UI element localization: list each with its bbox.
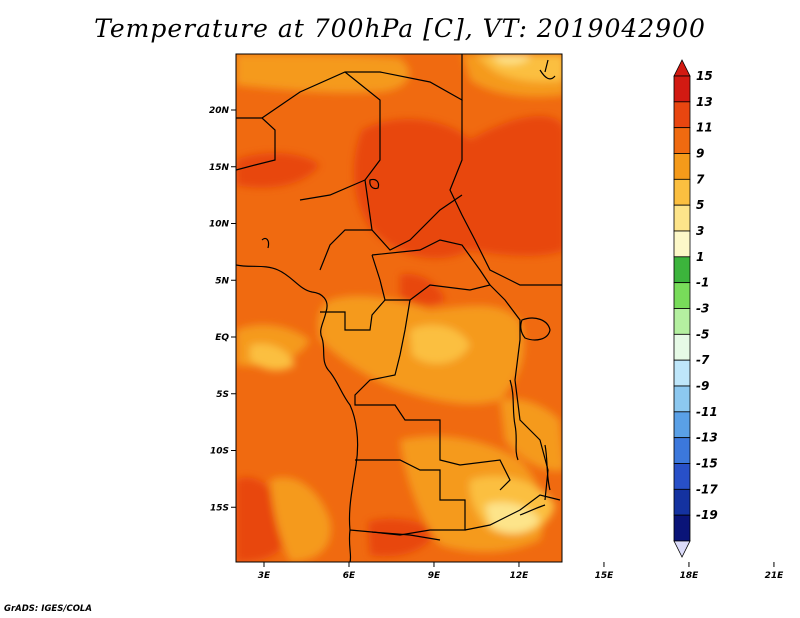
lake-chad [369, 178, 380, 190]
colorbar-label: 15 [696, 69, 713, 83]
colorbar-label: -19 [696, 508, 718, 522]
lon-tick-label: 15E [595, 571, 615, 581]
colorbar-label: -17 [696, 482, 718, 496]
border-car [371, 239, 491, 301]
field-cool-ocean [270, 477, 331, 562]
lon-tick-label: 21E [765, 571, 785, 581]
coastline-west-africa [236, 264, 359, 562]
colorbar-label: 7 [696, 172, 705, 186]
lat-tick-label: 20N [209, 106, 230, 116]
colorbar-label: 3 [696, 224, 704, 238]
map-title: Temperature at 700hPa [C], VT: 201904290… [94, 14, 706, 43]
colorbar-label: -11 [696, 405, 718, 419]
field-cooler-central [410, 325, 470, 364]
colorbar-segment [673, 256, 691, 284]
lon-tick-label: 3E [258, 571, 271, 581]
lat-tick-label: 5N [215, 276, 229, 286]
colorbar-label: -15 [696, 457, 718, 471]
colorbar-segment [673, 488, 691, 516]
lon-tick-label: 9E [428, 571, 441, 581]
colorbar-label: 13 [696, 95, 713, 109]
credit-label: GrADS: IGES/COLA [4, 604, 92, 614]
colorbar: 15 13 11 9 7 5 3 1 -1 -3 -5 -7 -9 -11 -13 -15 -17 -19 [673, 59, 718, 558]
latitude-axis: 20N 15N 10N 5N EQ 5S 10S 15S [209, 106, 236, 513]
colorbar-segment [673, 333, 691, 361]
lake-tanganyika [509, 379, 519, 461]
colorbar-label: -7 [696, 353, 710, 367]
field-warm-central [400, 274, 445, 306]
colorbar-segment [673, 385, 691, 413]
colorbar-segment [673, 514, 691, 542]
temperature-field [236, 54, 562, 562]
colorbar-segment [673, 230, 691, 258]
colorbar-segment [673, 127, 691, 154]
colorbar-label: -5 [696, 327, 709, 341]
colorbar-segment [673, 282, 691, 309]
lat-tick-label: 15S [210, 503, 229, 513]
colorbar-label: 11 [696, 121, 713, 135]
country-borders [236, 54, 562, 562]
colorbar-top-arrow [673, 59, 691, 77]
colorbar-segment [673, 308, 691, 335]
field-cooler-northeast [475, 54, 562, 82]
field-warm-north [236, 153, 320, 188]
red-sea-coast [539, 59, 556, 80]
border-namibia [349, 529, 441, 541]
colorbar-bottom-arrow [673, 540, 691, 558]
border-cameroon-gabon [320, 299, 386, 331]
colorbar-label: -9 [696, 379, 709, 393]
lake-kariba [519, 504, 546, 516]
colorbar-segment [673, 178, 691, 206]
field-coolest-southeast [485, 502, 540, 534]
colorbar-label: 9 [696, 147, 704, 161]
lat-tick-label: 10N [209, 220, 230, 230]
colorbar-label: -13 [696, 431, 718, 445]
field-coolest-northeast [490, 54, 530, 64]
lon-tick-label: 6E [343, 571, 356, 581]
border-nigeria [299, 179, 372, 271]
lake-volta [261, 237, 270, 249]
colorbar-segment [673, 359, 691, 387]
colorbar-label: 1 [696, 250, 704, 264]
border-chad-sudan [449, 100, 562, 286]
colorbar-segment [673, 204, 691, 232]
border-zambia-zimbabwe [464, 494, 561, 531]
lake-malawi [544, 444, 551, 491]
map-frame [235, 53, 563, 563]
colorbar-segment [673, 437, 691, 464]
lon-tick-label: 18E [680, 571, 700, 581]
lat-tick-label: 5S [216, 390, 229, 400]
lon-tick-label: 12E [510, 571, 530, 581]
field-cool-north-sahara [236, 54, 410, 93]
border-mali-niger [236, 117, 276, 171]
field-warm-south-center [368, 518, 435, 557]
colorbar-segment [673, 101, 691, 129]
colorbar-segment [673, 411, 691, 439]
longitude-axis: 3E6E9E12E15E18E21E24E27E30E33E [258, 562, 785, 581]
colorbar-segment [673, 153, 691, 180]
border-east-africa [489, 284, 549, 501]
lat-tick-label: 10S [210, 447, 229, 457]
colorbar-segment [673, 463, 691, 490]
lake-victoria [520, 317, 551, 341]
colorbar-label: 5 [696, 198, 704, 212]
lat-tick-label: 15N [209, 163, 230, 173]
colorbar-label: -3 [696, 302, 709, 316]
colorbar-segment [673, 75, 691, 103]
field-cooler-west-coast [250, 343, 295, 371]
border-angola-zambia [355, 459, 466, 536]
colorbar-label: -1 [696, 276, 709, 290]
lat-tick-label: EQ [215, 333, 229, 343]
field-warm-sahel [354, 116, 562, 259]
border-congo-drc [354, 299, 511, 491]
